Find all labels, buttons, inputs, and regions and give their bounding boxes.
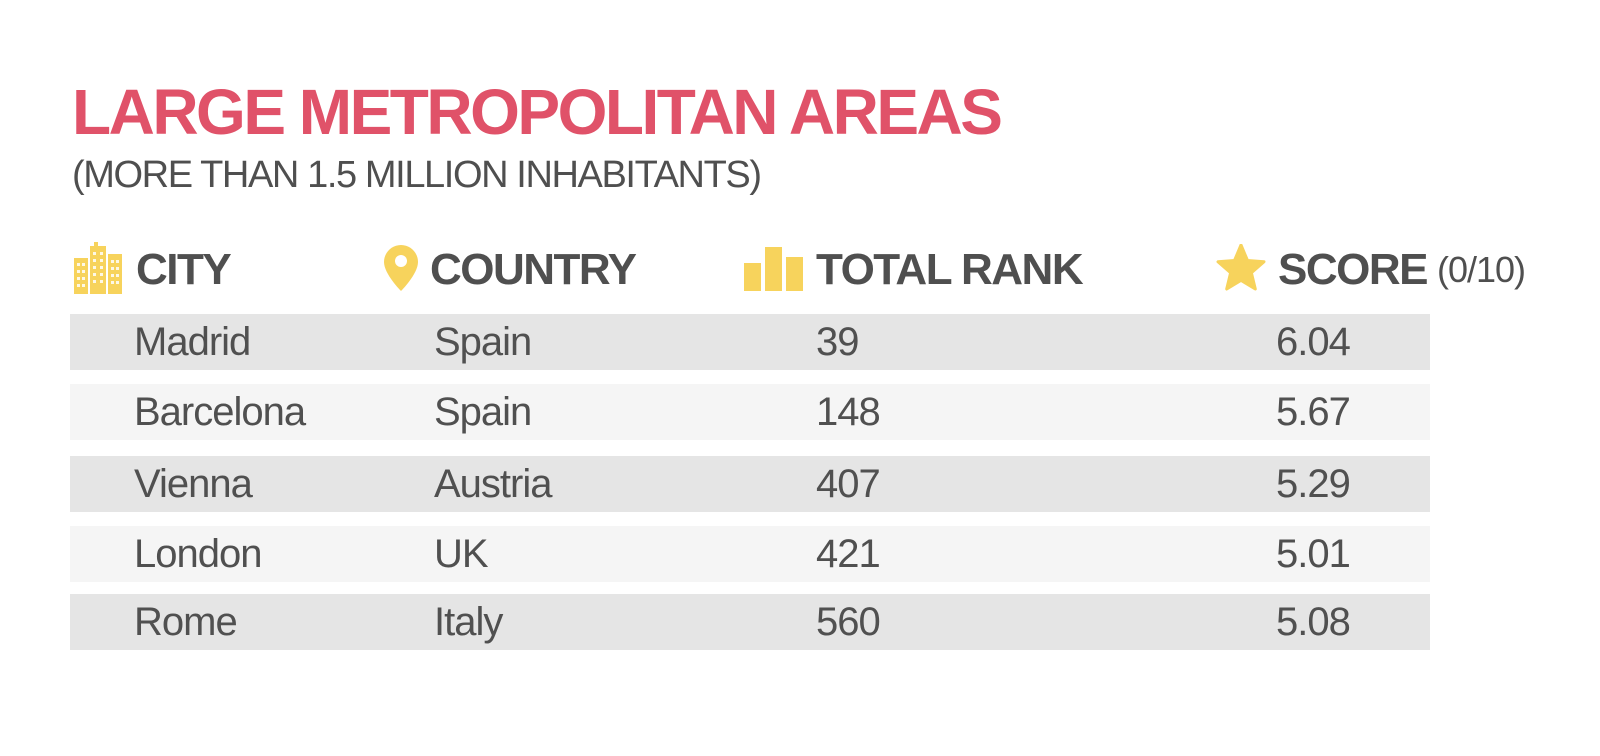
- star-icon: [1216, 243, 1266, 297]
- column-header-country-label: COUNTRY: [430, 245, 637, 294]
- table-row: Madrid Spain 39 6.04: [70, 314, 1430, 370]
- cell-total-rank: 560: [816, 599, 881, 644]
- cell-score: 6.04: [1276, 319, 1351, 364]
- cell-country: UK: [434, 531, 489, 576]
- table-row: Rome Italy 560 5.08: [70, 594, 1430, 650]
- cell-score: 5.29: [1276, 461, 1351, 506]
- cell-city: Rome: [134, 599, 238, 644]
- column-header-score-label: SCORE: [1278, 245, 1428, 294]
- column-header-country: COUNTRY: [384, 242, 637, 298]
- cell-score: 5.01: [1276, 531, 1351, 576]
- cell-country: Austria: [434, 461, 552, 506]
- cell-score: 5.08: [1276, 599, 1351, 644]
- cell-city: London: [134, 531, 262, 576]
- cell-country: Spain: [434, 389, 532, 434]
- column-header-total-rank: TOTAL RANK: [744, 242, 1084, 298]
- cell-country: Spain: [434, 319, 532, 364]
- cell-city: Barcelona: [134, 389, 306, 434]
- chart-title: LARGE METROPOLITAN AREAS: [72, 76, 1003, 148]
- buildings-icon: [72, 241, 124, 299]
- bar-chart-icon: [744, 245, 804, 296]
- column-header-city: CITY: [72, 241, 232, 299]
- table-row: Barcelona Spain 148 5.67: [70, 384, 1430, 440]
- cell-total-rank: 421: [816, 531, 881, 576]
- column-header-city-label: CITY: [136, 245, 232, 294]
- column-header-score: SCORE (0/10): [1216, 242, 1526, 298]
- cell-country: Italy: [434, 599, 503, 644]
- cell-city: Vienna: [134, 461, 253, 506]
- cell-total-rank: 407: [816, 461, 881, 506]
- table-row: London UK 421 5.01: [70, 526, 1430, 582]
- data-table: Madrid Spain 39 6.04 Barcelona Spain 148 5.67 Vi…: [70, 314, 1430, 650]
- cell-total-rank: 39: [816, 319, 859, 364]
- cell-score: 5.67: [1276, 389, 1351, 434]
- column-header-total-rank-label: TOTAL RANK: [816, 245, 1084, 294]
- cell-city: Madrid: [134, 319, 251, 364]
- cell-total-rank: 148: [816, 389, 881, 434]
- column-header-score-unit: (0/10): [1436, 249, 1526, 290]
- chart-subtitle: (MORE THAN 1.5 MILLION INHABITANTS): [72, 154, 762, 196]
- location-pin-icon: [384, 244, 418, 296]
- table-row: Vienna Austria 407 5.29: [70, 456, 1430, 512]
